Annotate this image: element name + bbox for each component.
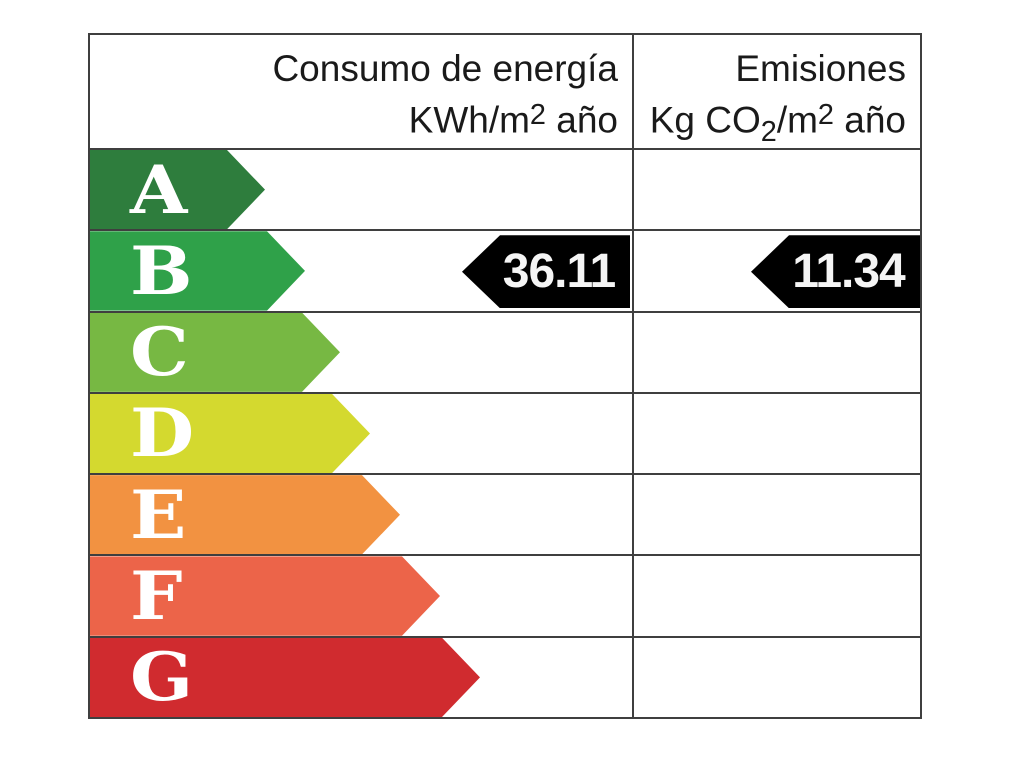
- rating-row-e: E: [90, 473, 920, 554]
- rating-arrow-c: C: [90, 313, 340, 392]
- consumption-value: 36.11: [502, 244, 616, 298]
- rating-table: Consumo de energía KWh/m2 año Emisiones …: [88, 33, 922, 719]
- rating-row-c: C: [90, 310, 920, 392]
- rating-rows: A B 36.11 11.34 C: [90, 148, 920, 717]
- rating-arrow-d: D: [90, 394, 370, 473]
- emissions-header-line1: Emisiones: [735, 48, 906, 89]
- emissions-value-arrow: 11.34: [751, 235, 920, 309]
- column-divider: [632, 35, 634, 717]
- consumption-header-line2: KWh/m2 año: [408, 99, 618, 141]
- table-header: Consumo de energía KWh/m2 año Emisiones …: [90, 35, 920, 148]
- emissions-header-line2: Kg CO2/m2 año: [649, 99, 906, 148]
- superscript-2: 2: [817, 99, 834, 131]
- consumption-header: Consumo de energía KWh/m2 año: [90, 35, 632, 148]
- rating-arrow-a: A: [90, 150, 265, 229]
- rating-arrow-g: G: [90, 638, 480, 717]
- rating-row-g: G: [90, 635, 920, 717]
- rating-letter: E: [130, 475, 187, 554]
- rating-letter: A: [130, 150, 188, 229]
- superscript-2: 2: [529, 99, 546, 131]
- rating-arrow-b: B: [90, 231, 305, 310]
- subscript-2: 2: [760, 115, 777, 148]
- emissions-value: 11.34: [792, 244, 905, 298]
- consumption-header-line1: Consumo de energía: [272, 48, 618, 89]
- rating-row-f: F: [90, 554, 920, 635]
- rating-letter: C: [130, 313, 189, 392]
- rating-arrow-f: F: [90, 556, 440, 635]
- rating-letter: G: [130, 638, 194, 717]
- rating-row-b: B 36.11 11.34: [90, 229, 920, 310]
- consumption-value-arrow: 36.11: [462, 235, 630, 309]
- rating-row-d: D: [90, 391, 920, 473]
- rating-row-a: A: [90, 148, 920, 229]
- rating-letter: D: [130, 394, 195, 473]
- rating-letter: B: [130, 231, 193, 310]
- emissions-header: Emisiones Kg CO2/m2 año: [632, 35, 920, 148]
- rating-arrow-e: E: [90, 475, 400, 554]
- rating-letter: F: [130, 557, 183, 636]
